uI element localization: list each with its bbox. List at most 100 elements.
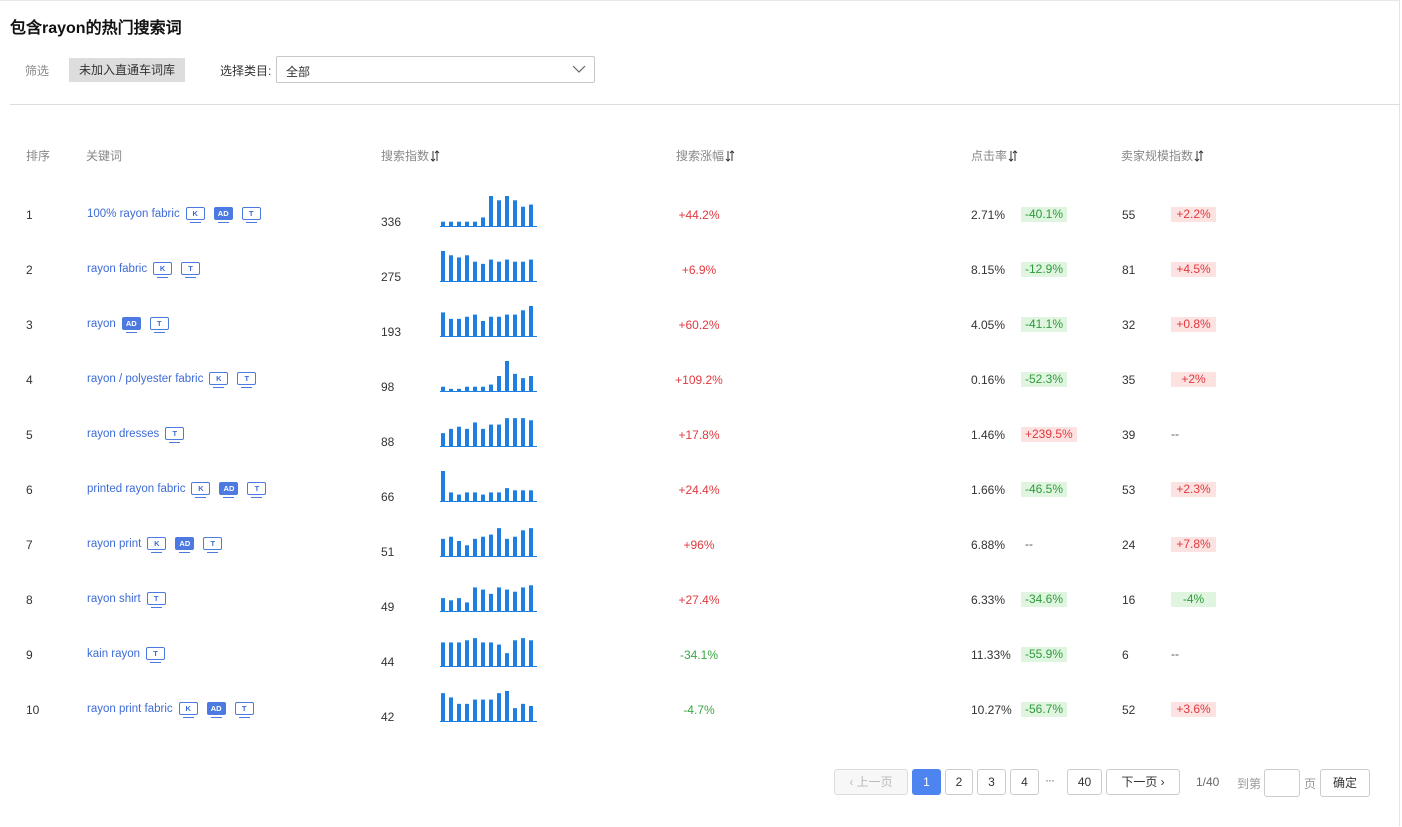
trend-bar (529, 490, 533, 501)
tag-t-icon[interactable]: T (237, 372, 257, 388)
keyword-link[interactable]: 100% rayon fabric K AD T (87, 207, 270, 223)
keyword-link[interactable]: rayon print fabric K AD T (87, 702, 263, 718)
tag-t-icon[interactable]: T (247, 482, 267, 498)
trend-bar (489, 492, 493, 501)
keyword-link[interactable]: rayon AD T (87, 317, 178, 333)
tag-t-icon[interactable]: T (146, 647, 166, 663)
trend-bar (465, 428, 469, 446)
table-row: 2 rayon fabric K T 275 +6.9% 8.15% -12.9% 81 +4.5… (0, 238, 1400, 293)
trend-bar (513, 591, 517, 611)
confirm-page-button[interactable]: 确定 (1320, 769, 1370, 797)
col-header-seller-index[interactable]: 卖家规模指数 (1121, 147, 1204, 164)
trend-bar (457, 494, 461, 501)
tag-t-icon[interactable]: T (146, 592, 166, 608)
trend-bar (449, 318, 453, 336)
page-button-4[interactable]: 4 (1010, 769, 1039, 795)
seller-change-badge: +2% (1171, 372, 1216, 387)
seller-change-badge: -4% (1171, 592, 1216, 607)
keyword-text: rayon print fabric (87, 702, 173, 715)
trend-bar (449, 492, 453, 501)
search-trend-sparkline (440, 638, 537, 667)
trend-bar (521, 587, 525, 611)
trend-bar (529, 706, 533, 721)
tag-ad-icon[interactable]: AD (213, 207, 233, 223)
prev-page-button[interactable]: ‹ 上一页 (834, 769, 908, 795)
next-page-button[interactable]: 下一页 › (1106, 769, 1180, 795)
tag-ad-icon[interactable]: AD (206, 702, 226, 718)
seller-change-badge: +2.3% (1171, 482, 1216, 497)
trend-bar (481, 428, 485, 446)
tag-k-icon[interactable]: K (185, 207, 205, 223)
rank-number: 6 (26, 483, 33, 497)
sort-icon[interactable] (725, 150, 735, 162)
keyword-link[interactable]: rayon shirt T (87, 592, 175, 608)
tag-t-icon[interactable]: T (165, 427, 185, 443)
search-growth-value: -4.7% (683, 703, 715, 717)
sort-icon[interactable] (430, 150, 440, 162)
trend-bar (449, 642, 453, 666)
keyword-link[interactable]: rayon dresses T (87, 427, 193, 443)
tag-t-icon[interactable]: T (203, 537, 223, 553)
col-header-search-growth[interactable]: 搜索涨幅 (676, 147, 735, 164)
filter-label: 筛选 (25, 64, 50, 78)
tag-t-icon[interactable]: T (181, 262, 201, 278)
tag-t-icon[interactable]: T (234, 702, 254, 718)
trend-bar (449, 428, 453, 446)
trend-bar (441, 251, 445, 281)
tag-k-icon[interactable]: K (209, 372, 229, 388)
keyword-link[interactable]: rayon / polyester fabric K T (87, 372, 265, 388)
trend-bar (489, 316, 493, 336)
tag-ad-icon[interactable]: AD (175, 537, 195, 553)
keyword-link[interactable]: rayon print K AD T (87, 537, 231, 553)
page-button-3[interactable]: 3 (977, 769, 1006, 795)
ctr-change-badge: -12.9% (1021, 262, 1068, 277)
page-button-2[interactable]: 2 (945, 769, 973, 795)
goto-page-input[interactable] (1264, 769, 1300, 797)
trend-bar (457, 541, 461, 556)
table-row: 10 rayon print fabric K AD T 42 -4.7% 10.27% -56… (0, 678, 1400, 733)
ctr-value: 1.66% (971, 483, 1006, 497)
seller-change-value: +4.5% (1171, 262, 1216, 277)
trend-bar (457, 598, 461, 611)
trend-bar (465, 316, 469, 336)
trend-bar (505, 589, 509, 611)
page-button-40[interactable]: 40 (1067, 769, 1102, 795)
page-button-1[interactable]: 1 (912, 769, 941, 795)
tag-ad-icon[interactable]: AD (121, 317, 141, 333)
rank-number: 3 (26, 318, 33, 332)
seller-index-value: 16 (1122, 593, 1136, 607)
seller-change-badge: +2.2% (1171, 207, 1216, 222)
ctr-change-value: -34.6% (1021, 592, 1068, 607)
ctr-change-value: -52.3% (1021, 372, 1068, 387)
tag-k-icon[interactable]: K (147, 537, 167, 553)
search-growth-value: +6.9% (681, 263, 717, 277)
tag-t-icon[interactable]: T (241, 207, 261, 223)
seller-change-value: +2.2% (1171, 207, 1216, 222)
keyword-link[interactable]: printed rayon fabric K AD T (87, 482, 275, 498)
ctr-value: 0.16% (971, 373, 1006, 387)
trend-bar (529, 376, 533, 391)
table-row: 8 rayon shirt T 49 +27.4% 6.33% -34.6% 16 -4% (0, 568, 1400, 623)
not-in-library-filter-button[interactable]: 未加入直通车词库 (69, 58, 185, 82)
page-count: 1/40 (1196, 775, 1220, 789)
tag-k-icon[interactable]: K (178, 702, 198, 718)
tag-t-icon[interactable]: T (149, 317, 169, 333)
tag-ad-icon[interactable]: AD (219, 482, 239, 498)
seller-change-badge: +7.8% (1171, 537, 1216, 552)
col-header-search-index[interactable]: 搜索指数 (381, 147, 440, 164)
table-row: 5 rayon dresses T 88 +17.8% 1.46% +239.5% 39 -- (0, 403, 1400, 458)
col-header-ctr[interactable]: 点击率 (971, 147, 1018, 164)
trend-bar (529, 259, 533, 281)
keyword-link[interactable]: kain rayon T (87, 647, 174, 663)
keyword-text: printed rayon fabric (87, 482, 186, 495)
trend-bar (529, 585, 533, 611)
rank-number: 2 (26, 263, 33, 277)
seller-index-value: 52 (1122, 703, 1136, 717)
category-select[interactable]: 全部 (276, 56, 595, 83)
seller-change-value: +0.8% (1171, 317, 1216, 332)
sort-icon[interactable] (1194, 150, 1204, 162)
tag-k-icon[interactable]: K (153, 262, 173, 278)
sort-icon[interactable] (1008, 150, 1018, 162)
tag-k-icon[interactable]: K (191, 482, 211, 498)
keyword-link[interactable]: rayon fabric K T (87, 262, 209, 278)
